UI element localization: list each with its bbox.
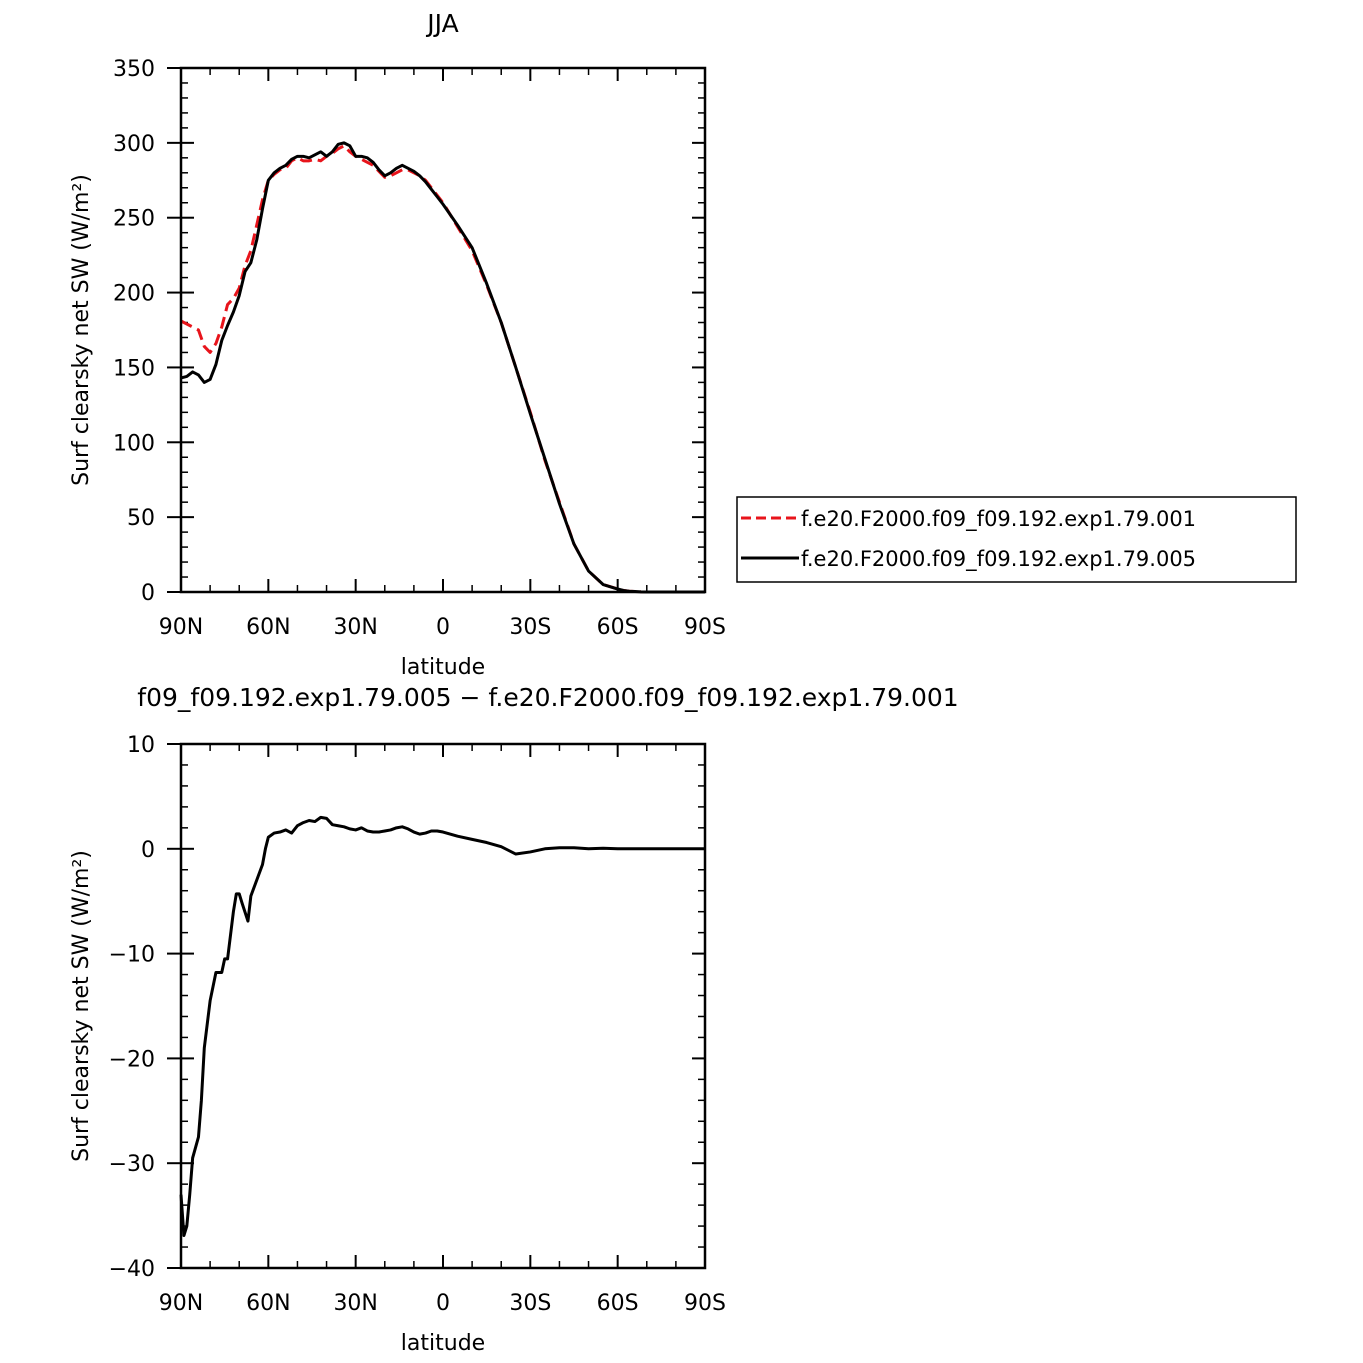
series-line-1 xyxy=(180,144,705,594)
y-tick-label: 350 xyxy=(113,57,155,82)
bottom-chart-ticks: 90N 60N 30N 0 30S 60S 90S −40 −30 −20 −10 0 10 xyxy=(109,733,726,1316)
bottom-chart-title: f09_f09.192.exp1.79.005 − f.e20.F2000.f0… xyxy=(137,683,958,712)
y-tick-label: 250 xyxy=(113,207,155,232)
x-tick-label: 60S xyxy=(597,615,639,640)
y-tick-label: 150 xyxy=(113,356,155,381)
top-chart-panel: JJA 90N 60N 30N 0 30S 60S 90S 0 50 100 150 200 250 30… xyxy=(69,9,1297,680)
y-tick-label: 100 xyxy=(113,431,155,456)
series-line-1 xyxy=(179,815,705,1238)
y-tick-label: −10 xyxy=(109,943,155,968)
x-tick-label: 60S xyxy=(597,1291,639,1316)
legend-label-series-2: f.e20.F2000.f09_f09.192.exp1.79.005 xyxy=(801,547,1196,572)
x-tick-label: 30S xyxy=(509,1291,551,1316)
top-chart-plot-area xyxy=(180,141,705,594)
x-tick-label: 90S xyxy=(684,1291,726,1316)
x-tick-label: 30N xyxy=(333,615,377,640)
y-tick-label: 0 xyxy=(141,581,155,606)
bottom-chart-y-axis-label: Surf clearsky net SW (W/m²) xyxy=(69,850,94,1162)
top-chart-x-axis-label: latitude xyxy=(401,655,485,680)
legend: f.e20.F2000.f09_f09.192.exp1.79.001 f.e2… xyxy=(736,496,1297,583)
y-tick-label: 0 xyxy=(141,838,155,863)
top-chart-title: JJA xyxy=(425,9,458,38)
legend-label-series-1: f.e20.F2000.f09_f09.192.exp1.79.001 xyxy=(801,507,1196,532)
y-tick-label: −30 xyxy=(109,1152,155,1177)
top-chart-frame xyxy=(179,66,707,594)
x-tick-label: 90S xyxy=(684,615,726,640)
bottom-chart-plot-area xyxy=(179,815,705,1238)
x-tick-label: 90N xyxy=(159,615,203,640)
bottom-chart-frame xyxy=(179,742,707,1270)
top-chart-ticks: 90N 60N 30N 0 30S 60S 90S 0 50 100 150 200 250 300 350 xyxy=(113,57,726,640)
y-tick-label: −20 xyxy=(109,1047,155,1072)
top-chart-y-axis-label: Surf clearsky net SW (W/m²) xyxy=(69,174,94,486)
x-tick-label: 30S xyxy=(509,615,551,640)
y-tick-label: 300 xyxy=(113,132,155,157)
series-line-2 xyxy=(180,141,705,594)
legend-box xyxy=(736,496,1297,583)
x-tick-label: 60N xyxy=(246,615,290,640)
x-tick-label: 60N xyxy=(246,1291,290,1316)
bottom-chart-panel: f09_f09.192.exp1.79.005 − f.e20.F2000.f0… xyxy=(69,683,959,1356)
y-tick-label: 50 xyxy=(127,506,155,531)
x-tick-label: 0 xyxy=(436,1291,450,1316)
y-tick-label: −40 xyxy=(109,1257,155,1282)
y-tick-label: 10 xyxy=(127,733,155,758)
x-tick-label: 30N xyxy=(333,1291,377,1316)
x-tick-label: 0 xyxy=(436,615,450,640)
x-tick-label: 90N xyxy=(159,1291,203,1316)
bottom-chart-x-axis-label: latitude xyxy=(401,1331,485,1356)
y-tick-label: 200 xyxy=(113,282,155,307)
